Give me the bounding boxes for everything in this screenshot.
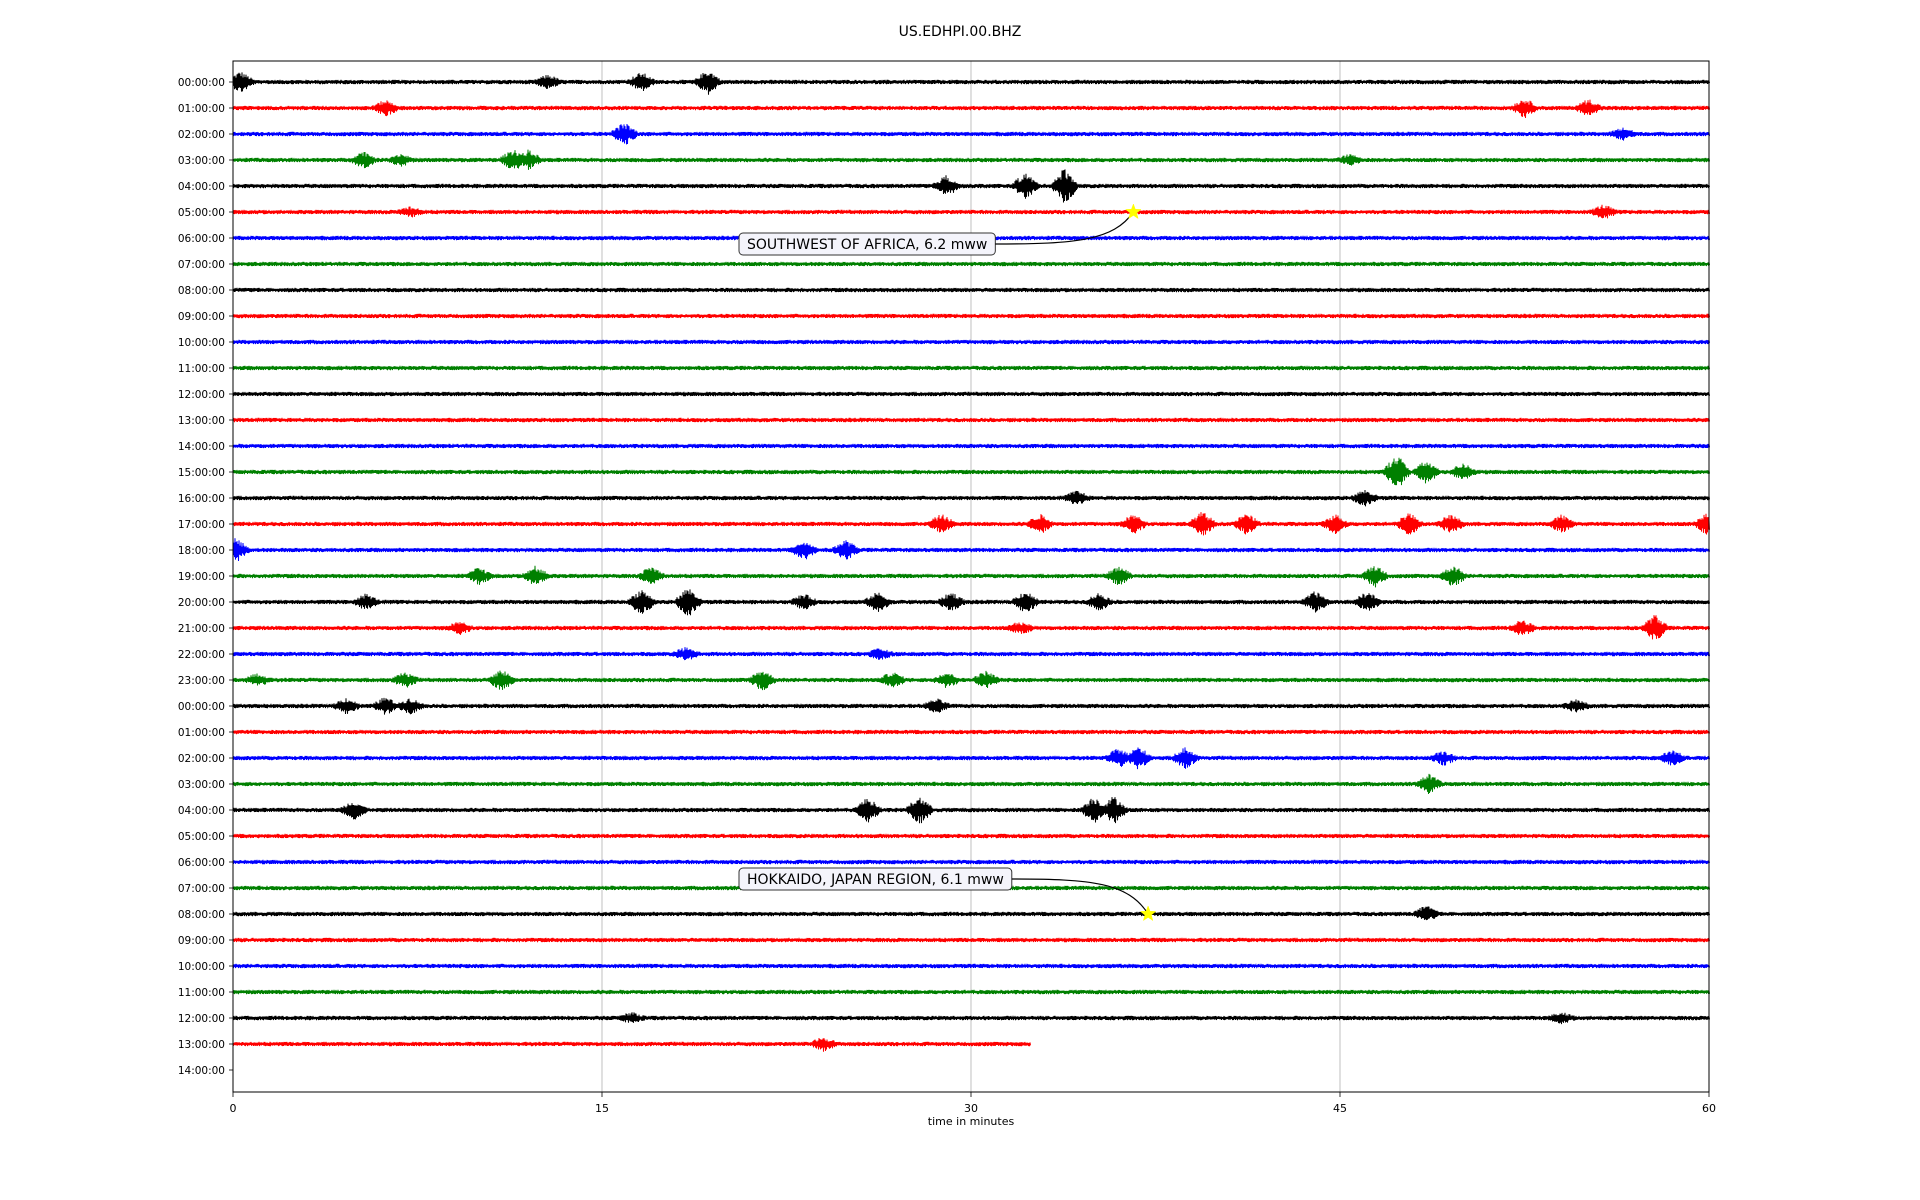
trace-row-8 bbox=[232, 287, 1710, 293]
row-label-8: 08:00:00 bbox=[178, 285, 225, 297]
event-connector-0 bbox=[995, 211, 1134, 245]
trace-row-13 bbox=[232, 417, 1710, 423]
trace-row-4 bbox=[232, 169, 1710, 203]
trace-row-18 bbox=[232, 538, 1710, 562]
x-tick-label-1: 15 bbox=[595, 1102, 609, 1115]
row-label-17: 17:00:00 bbox=[178, 519, 225, 531]
event-label-0: SOUTHWEST OF AFRICA, 6.2 mww bbox=[747, 237, 987, 253]
row-label-21: 21:00:00 bbox=[178, 623, 225, 635]
event-label-1: HOKKAIDO, JAPAN REGION, 6.1 mww bbox=[747, 872, 1004, 888]
event-annotations: SOUTHWEST OF AFRICA, 6.2 mww HOKKAIDO, JA… bbox=[738, 203, 1157, 922]
trace-row-16 bbox=[232, 489, 1710, 507]
trace-layer bbox=[232, 72, 1710, 1052]
trace-row-23 bbox=[232, 670, 1710, 691]
row-label-19: 19:00:00 bbox=[178, 571, 225, 583]
row-label-26: 02:00:00 bbox=[178, 753, 225, 765]
row-label-37: 13:00:00 bbox=[178, 1039, 225, 1051]
trace-row-21 bbox=[232, 615, 1710, 640]
trace-row-36 bbox=[232, 1012, 1710, 1025]
event-annotation-0: SOUTHWEST OF AFRICA, 6.2 mww bbox=[738, 203, 1142, 256]
x-axis-ticks: 0 15 30 45 60 bbox=[230, 1092, 1716, 1115]
chart-title: US.EDHPI.00.BHZ bbox=[899, 24, 1022, 40]
event-annotation-1: HOKKAIDO, JAPAN REGION, 6.1 mww bbox=[738, 867, 1157, 922]
trace-row-22 bbox=[232, 647, 1710, 661]
x-tick-label-2: 30 bbox=[964, 1102, 978, 1115]
row-label-24: 00:00:00 bbox=[178, 701, 225, 713]
row-label-11: 11:00:00 bbox=[178, 363, 225, 375]
row-label-32: 08:00:00 bbox=[178, 909, 225, 921]
row-label-22: 22:00:00 bbox=[178, 649, 225, 661]
trace-row-34 bbox=[232, 963, 1710, 969]
trace-row-1 bbox=[232, 99, 1710, 119]
trace-row-25 bbox=[232, 729, 1710, 735]
row-label-34: 10:00:00 bbox=[178, 961, 225, 973]
row-label-29: 05:00:00 bbox=[178, 831, 225, 843]
row-label-27: 03:00:00 bbox=[178, 779, 225, 791]
trace-row-24 bbox=[232, 697, 1710, 715]
trace-row-2 bbox=[232, 123, 1710, 145]
row-label-15: 15:00:00 bbox=[178, 467, 225, 479]
trace-row-7 bbox=[232, 261, 1710, 267]
row-label-28: 04:00:00 bbox=[178, 805, 225, 817]
trace-row-26 bbox=[232, 747, 1710, 770]
row-label-1: 01:00:00 bbox=[178, 103, 225, 115]
row-label-10: 10:00:00 bbox=[178, 337, 225, 349]
row-label-2: 02:00:00 bbox=[178, 129, 225, 141]
event-star-0 bbox=[1125, 203, 1142, 220]
row-label-4: 04:00:00 bbox=[178, 181, 225, 193]
trace-row-9 bbox=[232, 313, 1710, 319]
trace-row-5 bbox=[232, 204, 1710, 219]
row-label-14: 14:00:00 bbox=[178, 441, 225, 453]
row-label-12: 12:00:00 bbox=[178, 389, 225, 401]
row-time-labels: 00:00:00 01:00:00 02:00:00 03:00:00 04:00:00… bbox=[178, 77, 233, 1077]
x-tick-label-3: 45 bbox=[1333, 1102, 1347, 1115]
row-label-35: 11:00:00 bbox=[178, 987, 225, 999]
row-label-33: 09:00:00 bbox=[178, 935, 225, 947]
row-label-9: 09:00:00 bbox=[178, 311, 225, 323]
event-connector-1 bbox=[1011, 878, 1149, 915]
trace-row-11 bbox=[232, 365, 1710, 371]
row-label-5: 05:00:00 bbox=[178, 207, 225, 219]
row-label-30: 06:00:00 bbox=[178, 857, 225, 869]
trace-row-27 bbox=[232, 773, 1710, 795]
trace-row-12 bbox=[232, 391, 1710, 397]
trace-row-29 bbox=[232, 833, 1710, 839]
x-tick-label-4: 60 bbox=[1702, 1102, 1716, 1115]
trace-row-35 bbox=[232, 989, 1710, 995]
row-label-31: 07:00:00 bbox=[178, 883, 225, 895]
trace-row-10 bbox=[232, 339, 1710, 345]
trace-row-14 bbox=[232, 443, 1710, 449]
trace-row-3 bbox=[232, 149, 1710, 170]
row-label-18: 18:00:00 bbox=[178, 545, 225, 557]
trace-row-28 bbox=[232, 797, 1710, 824]
trace-row-0 bbox=[232, 72, 1710, 95]
row-label-36: 12:00:00 bbox=[178, 1013, 225, 1025]
trace-row-20 bbox=[232, 589, 1710, 616]
row-label-6: 06:00:00 bbox=[178, 233, 225, 245]
row-label-13: 13:00:00 bbox=[178, 415, 225, 427]
x-axis-label: time in minutes bbox=[928, 1115, 1015, 1128]
row-label-38: 14:00:00 bbox=[178, 1065, 225, 1077]
trace-row-30 bbox=[232, 859, 1710, 865]
trace-row-37 bbox=[232, 1037, 1031, 1052]
trace-row-15 bbox=[232, 457, 1710, 486]
row-label-16: 16:00:00 bbox=[178, 493, 225, 505]
x-tick-label-0: 0 bbox=[230, 1102, 237, 1115]
event-star-1 bbox=[1139, 905, 1157, 922]
trace-row-17 bbox=[232, 512, 1710, 536]
trace-row-32 bbox=[232, 906, 1710, 921]
row-label-0: 00:00:00 bbox=[178, 77, 225, 89]
trace-row-19 bbox=[232, 565, 1710, 588]
row-label-20: 20:00:00 bbox=[178, 597, 225, 609]
row-label-23: 23:00:00 bbox=[178, 675, 225, 687]
row-label-3: 03:00:00 bbox=[178, 155, 225, 167]
row-label-7: 07:00:00 bbox=[178, 259, 225, 271]
row-label-25: 01:00:00 bbox=[178, 727, 225, 739]
trace-row-33 bbox=[232, 937, 1710, 943]
